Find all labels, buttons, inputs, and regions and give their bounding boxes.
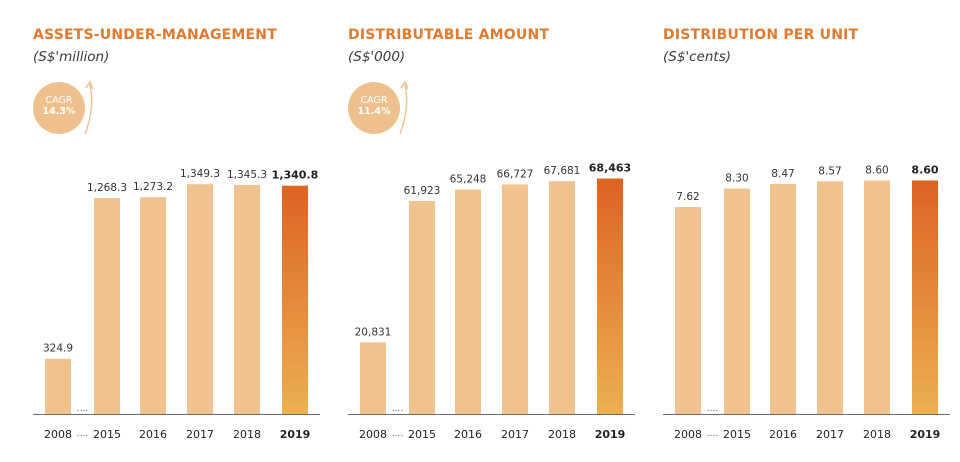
bar-2017 <box>502 184 528 414</box>
value-label-2018: 67,681 <box>544 165 581 177</box>
value-label-2008: 20,831 <box>355 326 392 338</box>
value-label-2016: 8.47 <box>771 168 794 180</box>
bar-2008 <box>45 358 71 414</box>
bar-2015 <box>409 200 435 414</box>
value-label-2018: 1,345.3 <box>227 169 267 181</box>
cagr-badge: CAGR 14.3% <box>33 82 85 134</box>
chart-subtitle: (S$'000) <box>348 49 406 65</box>
bar-2016 <box>770 183 796 414</box>
axis-break: .... <box>77 404 88 414</box>
axis-break: .... <box>392 429 403 439</box>
bar-2008 <box>675 207 701 414</box>
bar-2019 <box>282 185 308 414</box>
bar-2015 <box>94 198 120 414</box>
bar-2018 <box>864 180 890 414</box>
value-label-2018: 8.60 <box>865 164 888 176</box>
x-tick-2008: 2008 <box>359 428 387 441</box>
x-tick-2016: 2016 <box>139 428 167 441</box>
dpu-panel: DISTRIBUTION PER UNIT (S$'cents) 7.62 200… <box>663 0 960 462</box>
value-label-2017: 66,727 <box>497 168 534 180</box>
chart-subtitle: (S$'cents) <box>663 49 732 65</box>
x-tick-2018: 2018 <box>863 428 891 441</box>
axis-break: .... <box>707 404 718 414</box>
axis-break: .... <box>77 429 88 439</box>
x-tick-2015: 2015 <box>93 428 121 441</box>
growth-arrow-icon <box>84 80 94 135</box>
value-label-2017: 1,349.3 <box>180 168 220 180</box>
cagr-label: CAGR <box>360 95 388 106</box>
aum-bar-chart: 324.9 2008 1,268.3 2015 1,273.2 2016 1,349.3 20… <box>33 168 320 441</box>
x-tick-2017: 2017 <box>186 428 214 441</box>
value-label-2015: 61,923 <box>404 185 441 197</box>
cagr-value: 14.3% <box>42 105 76 117</box>
x-tick-2015: 2015 <box>408 428 436 441</box>
cagr-value: 11.4% <box>357 105 391 117</box>
cagr-label: CAGR <box>45 95 73 106</box>
chart-title: ASSETS-UNDER-MANAGEMENT <box>33 27 277 43</box>
axis-break: .... <box>392 404 403 414</box>
value-label-2019: 1,340.8 <box>272 169 319 182</box>
bar-2008 <box>360 342 386 414</box>
x-tick-2018: 2018 <box>233 428 261 441</box>
dpu-bar-chart: 7.62 2008 8.30 2015 8.47 2016 8.57 2017 8.60 2018… <box>663 163 950 441</box>
x-tick-2008: 2008 <box>674 428 702 441</box>
value-label-2017: 8.57 <box>818 165 841 177</box>
bar-2019 <box>597 178 623 414</box>
distributable-amount-bar-chart: 20,831 2008 61,923 2015 65,248 2016 66,727 2017… <box>348 161 635 441</box>
value-label-2016: 65,248 <box>450 174 487 186</box>
value-label-2019: 8.60 <box>911 163 938 176</box>
x-tick-2016: 2016 <box>454 428 482 441</box>
x-tick-2019: 2019 <box>910 428 941 441</box>
chart-title: DISTRIBUTION PER UNIT <box>663 27 859 43</box>
x-tick-2019: 2019 <box>280 428 311 441</box>
aum-panel: ASSETS-UNDER-MANAGEMENT (S$'million) CAG… <box>33 0 333 462</box>
axis-break: .... <box>707 429 718 439</box>
value-label-2016: 1,273.2 <box>133 181 173 193</box>
bar-2015 <box>724 188 750 414</box>
x-tick-2016: 2016 <box>769 428 797 441</box>
x-tick-2017: 2017 <box>816 428 844 441</box>
x-tick-2008: 2008 <box>44 428 72 441</box>
chart-subtitle: (S$'million) <box>33 49 110 65</box>
distributable-amount-panel: DISTRIBUTABLE AMOUNT (S$'000) CAGR 11.4%… <box>348 0 648 462</box>
x-tick-2017: 2017 <box>501 428 529 441</box>
x-tick-2018: 2018 <box>548 428 576 441</box>
value-label-2008: 324.9 <box>43 343 73 355</box>
chart-title: DISTRIBUTABLE AMOUNT <box>348 27 550 43</box>
x-tick-2015: 2015 <box>723 428 751 441</box>
bar-2017 <box>187 184 213 414</box>
value-label-2015: 1,268.3 <box>87 182 127 194</box>
bar-2019 <box>912 180 938 414</box>
bar-2016 <box>140 197 166 414</box>
bar-2017 <box>817 181 843 414</box>
bar-2016 <box>455 189 481 414</box>
x-tick-2019: 2019 <box>595 428 626 441</box>
cagr-badge: CAGR 11.4% <box>348 82 400 134</box>
value-label-2019: 68,463 <box>589 161 631 174</box>
value-label-2015: 8.30 <box>725 173 748 185</box>
bar-2018 <box>234 184 260 414</box>
value-label-2008: 7.62 <box>676 191 699 203</box>
bar-2018 <box>549 181 575 414</box>
growth-arrow-icon <box>399 80 409 135</box>
